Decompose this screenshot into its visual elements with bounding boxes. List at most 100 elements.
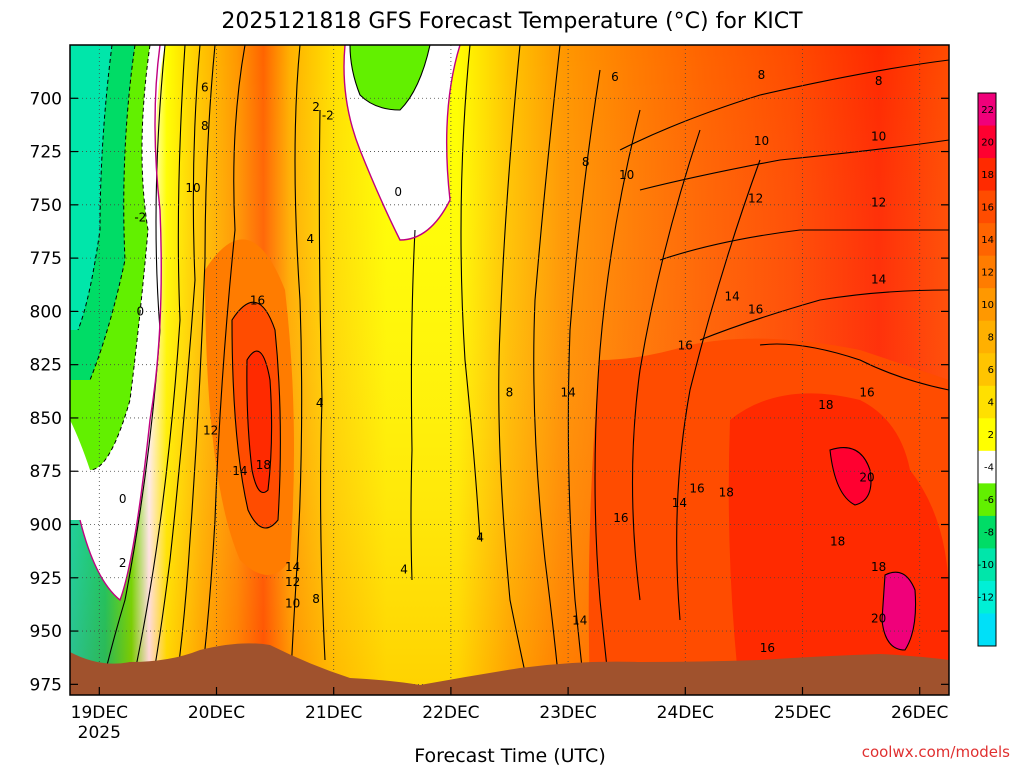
plot-border xyxy=(69,44,950,696)
colorbar-label: 2 xyxy=(988,430,994,441)
colorbar-swatch xyxy=(978,483,996,517)
colorbar-label: -12 xyxy=(978,593,994,604)
contour-label: 20 xyxy=(871,611,886,625)
contour-label: 14 xyxy=(572,613,587,627)
contour-label: 18 xyxy=(818,398,833,412)
contour-label: 18 xyxy=(871,560,886,574)
contour-label: 10 xyxy=(185,181,200,195)
contour-label: 4 xyxy=(476,530,484,544)
colorbar-swatch xyxy=(978,223,996,257)
contour-label: 10 xyxy=(871,130,886,144)
cold-region-cyan xyxy=(70,45,112,330)
colorbar-label: -10 xyxy=(978,560,994,571)
contour-label: 18 xyxy=(719,486,734,500)
x-axis: 19DEC 20DEC 21DEC 22DEC 23DEC 24DEC 25DEC 26DEC… xyxy=(71,687,948,743)
x-year-label: 2025 xyxy=(78,723,121,743)
warm-region-20 xyxy=(830,447,871,505)
y-tick-label: 775 xyxy=(30,249,62,269)
colorbar-swatch xyxy=(978,190,996,224)
colorbar-swatch xyxy=(978,320,996,354)
y-tick-label: 925 xyxy=(30,569,62,589)
colorbar-label: -4 xyxy=(984,463,994,474)
colorbar-label: 8 xyxy=(988,332,994,343)
x-tick-label: 26DEC xyxy=(891,703,948,723)
colorbar-swatch xyxy=(978,418,996,452)
contour-label: 18 xyxy=(256,458,271,472)
contour-label: -2 xyxy=(134,211,146,225)
contour-lines xyxy=(99,45,949,695)
colorbar-swatch xyxy=(978,255,996,289)
contour-label: 14 xyxy=(672,496,687,510)
terrain xyxy=(70,643,949,695)
contour-label: 0 xyxy=(136,304,144,318)
negative-contours xyxy=(77,45,151,471)
colorbar-label: 12 xyxy=(981,267,994,278)
contour-label: 10 xyxy=(285,596,300,610)
contour-label: -2 xyxy=(322,108,334,122)
contour-label: 14 xyxy=(871,272,886,286)
contour-label: 8 xyxy=(582,155,590,169)
contour-label: 16 xyxy=(613,511,628,525)
contour-label: 12 xyxy=(748,191,763,205)
colorbar-label: -6 xyxy=(984,495,994,506)
colorbar-swatch xyxy=(978,515,996,549)
colorbar-swatch xyxy=(978,353,996,387)
contour-label: 16 xyxy=(689,481,704,495)
x-tick-label: 21DEC xyxy=(305,703,362,723)
contour-label: 18 xyxy=(830,535,845,549)
contour-label: 4 xyxy=(306,232,314,246)
contour-label: 10 xyxy=(754,134,769,148)
x-tick-label: 23DEC xyxy=(539,703,596,723)
contour-label: 2 xyxy=(119,556,127,570)
colorbar-swatch xyxy=(978,613,996,647)
cold-pocket-green xyxy=(350,45,430,110)
contour-label: 0 xyxy=(394,185,402,199)
colorbar-swatch xyxy=(978,288,996,322)
contour-label: 16 xyxy=(250,294,265,308)
x-axis-label: Forecast Time (UTC) xyxy=(414,745,605,767)
colorbar-swatch xyxy=(978,548,996,582)
y-tick-label: 975 xyxy=(30,675,62,695)
x-tick-label: 20DEC xyxy=(188,703,245,723)
contour-label: 20 xyxy=(859,471,874,485)
colorbar-label: 6 xyxy=(988,365,994,376)
contour-label: 6 xyxy=(201,81,209,95)
y-tick-label: 950 xyxy=(30,622,62,642)
contour-label: 4 xyxy=(316,396,324,410)
contour-label: 2 xyxy=(312,100,320,114)
colorbar-label: 14 xyxy=(981,235,994,246)
contour-label: 8 xyxy=(201,119,209,133)
contour-label: 10 xyxy=(619,168,634,182)
colorbar-label: 22 xyxy=(981,105,994,116)
credit-text: coolwx.com/models xyxy=(862,743,1010,761)
contour-label: 12 xyxy=(871,196,886,210)
chart-title: 2025121818 GFS Forecast Temperature (°C)… xyxy=(221,9,803,34)
y-tick-label: 800 xyxy=(30,302,62,322)
contour-label: 14 xyxy=(725,289,740,303)
contour-label: 8 xyxy=(506,385,514,399)
y-tick-label: 900 xyxy=(30,516,62,536)
x-tick-label: 25DEC xyxy=(774,703,831,723)
contour-label: 0 xyxy=(119,492,127,506)
warm-core-hot xyxy=(246,351,272,493)
contour-label: 8 xyxy=(758,68,766,82)
contour-label: 16 xyxy=(678,338,693,352)
y-tick-label: 700 xyxy=(30,89,62,109)
contour-label: 14 xyxy=(232,464,247,478)
x-tick-label: 19DEC xyxy=(71,703,128,723)
contour-label: 8 xyxy=(312,592,320,606)
colorbar-label: 10 xyxy=(981,300,994,311)
contour-label: 12 xyxy=(285,575,300,589)
y-tick-label: 750 xyxy=(30,196,62,216)
y-tick-label: 825 xyxy=(30,356,62,376)
x-tick-label: 24DEC xyxy=(657,703,714,723)
contour-label: 16 xyxy=(760,641,775,655)
colorbar-label: 20 xyxy=(981,137,994,148)
colorbar-swatch xyxy=(978,125,996,159)
contour-label: 4 xyxy=(400,562,408,576)
contour-label: 14 xyxy=(560,385,575,399)
